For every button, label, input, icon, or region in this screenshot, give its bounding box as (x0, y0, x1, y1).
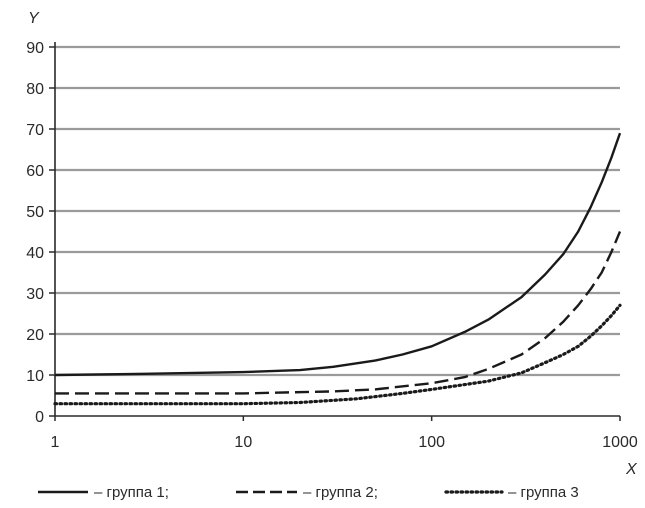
series-lines (53, 132, 622, 406)
y-gridlines (55, 45, 620, 377)
x-axis-label: X (625, 461, 638, 478)
legend-label-2: – группа 2; (303, 484, 378, 501)
y-tick-label-80: 80 (26, 81, 44, 98)
axes (54, 42, 620, 417)
x-tick-label-1: 1 (51, 434, 60, 451)
y-tick-label-20: 20 (26, 327, 44, 344)
legend-label-3: – группа 3 (508, 484, 579, 501)
y-tick-label-90: 90 (26, 40, 44, 57)
y-tick-label-0: 0 (35, 409, 44, 426)
series-line-3 (53, 303, 622, 406)
x-tick-label-100: 100 (418, 434, 445, 451)
y-tick-label-60: 60 (26, 163, 44, 180)
y-tick-label-70: 70 (26, 122, 44, 139)
y-axis-label: Y (28, 10, 40, 27)
y-tick-label-10: 10 (26, 368, 44, 385)
y-tick-label-40: 40 (26, 245, 44, 262)
series-line-1 (54, 132, 622, 377)
legend: – группа 1; – группа 2; – группа 3 (38, 484, 579, 501)
x-tick-label-10: 10 (234, 434, 252, 451)
y-tick-label-30: 30 (26, 286, 44, 303)
legend-label-1: – группа 1; (94, 484, 169, 501)
y-axis-ticks: 0 10 20 30 40 50 60 70 80 90 (26, 40, 55, 426)
x-tick-label-1000: 1000 (602, 434, 638, 451)
series-line-2 (55, 231, 622, 395)
y-tick-label-50: 50 (26, 204, 44, 221)
x-axis-ticks: 1 10 100 1000 (51, 416, 638, 451)
